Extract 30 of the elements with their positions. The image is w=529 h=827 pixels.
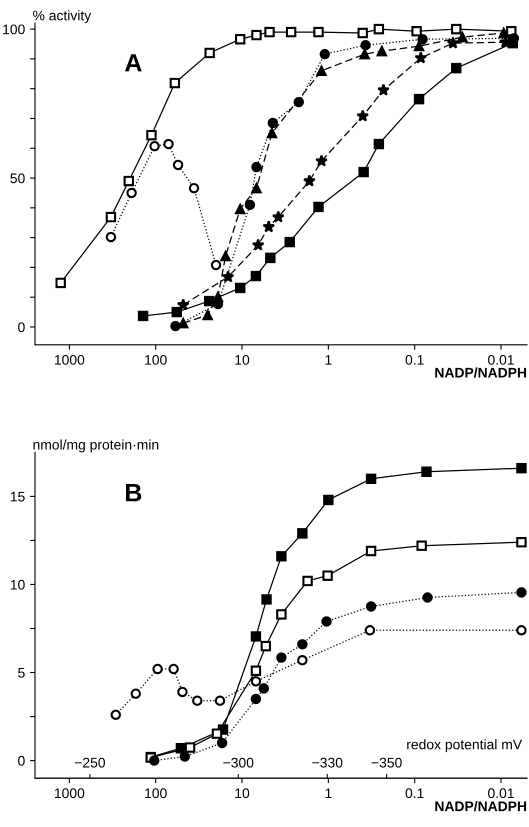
x-axis-title: NADP/NADPH bbox=[435, 801, 526, 812]
x2-tick-label: −330 bbox=[312, 758, 342, 768]
x-tick-label: 0.1 bbox=[406, 354, 424, 365]
x-axis-title: NADP/NADPH bbox=[435, 367, 526, 378]
y-tick-label: 0 bbox=[18, 756, 25, 766]
annotation: A bbox=[124, 54, 142, 72]
x-tick-label: 100 bbox=[145, 354, 167, 365]
y-tick-label: 15 bbox=[10, 492, 25, 502]
y-tick-label: 100 bbox=[3, 24, 25, 34]
x-tick-label: 0.01 bbox=[488, 788, 514, 798]
y-axis-title: % activity bbox=[33, 10, 92, 24]
x-tick-label: 0.1 bbox=[406, 788, 424, 798]
x-tick-label: 0.01 bbox=[488, 354, 514, 365]
y-tick-label: 5 bbox=[18, 668, 25, 678]
x2-tick-label: −350 bbox=[372, 758, 402, 768]
x2-tick-label: −300 bbox=[223, 758, 254, 768]
x-tick-label: 1 bbox=[326, 788, 332, 798]
x-tick-label: 1000 bbox=[54, 354, 84, 365]
x-tick-label: 100 bbox=[145, 788, 167, 798]
y-axis-title: nmol/mg protein·min bbox=[33, 439, 158, 452]
x-tick-label: 10 bbox=[235, 788, 250, 798]
x2-axis-title: redox potential mV bbox=[407, 739, 522, 752]
annotation: B bbox=[126, 484, 142, 502]
x-tick-label: 1 bbox=[326, 355, 332, 365]
x-tick-label: 10 bbox=[235, 354, 250, 365]
x2-tick-label: −250 bbox=[74, 758, 105, 768]
y-tick-label: 10 bbox=[10, 580, 25, 590]
x-tick-label: 1000 bbox=[54, 788, 84, 798]
y-tick-label: 50 bbox=[10, 173, 25, 184]
y-tick-label: 0 bbox=[18, 322, 25, 332]
